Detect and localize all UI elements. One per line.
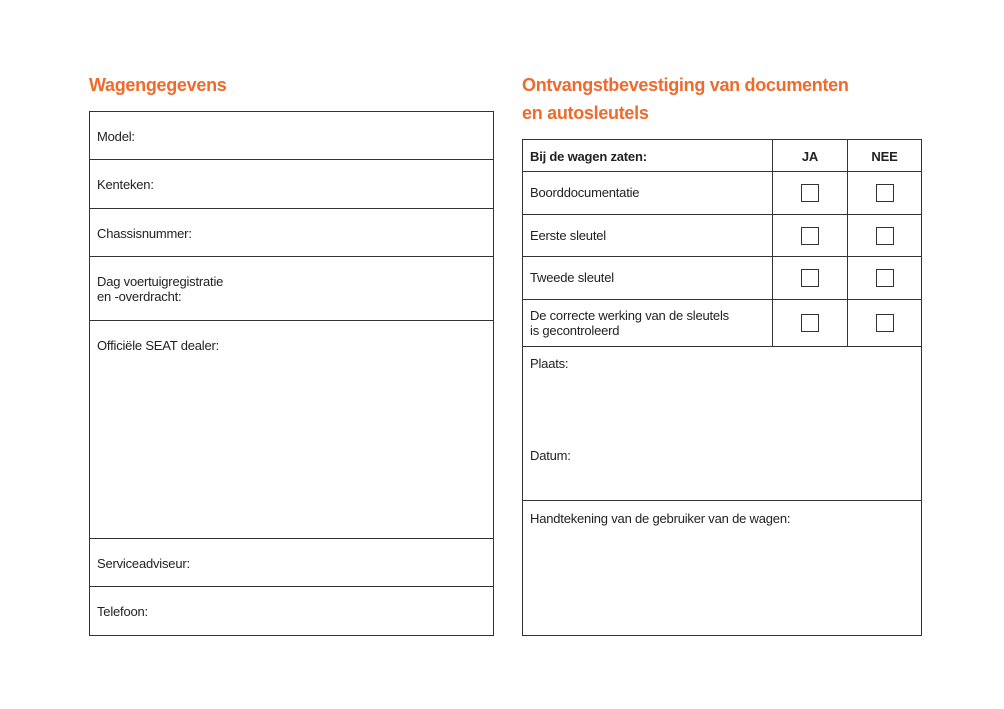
cell-no	[847, 171, 922, 215]
cell-no	[847, 256, 922, 300]
checkbox-yes[interactable]	[801, 226, 819, 245]
checkbox-no[interactable]	[875, 314, 894, 332]
vehicle-field[interactable]: Kenteken:	[89, 159, 494, 209]
checkbox-no[interactable]	[875, 269, 894, 287]
field-label: Dag voertuigregistratie en -overdracht:	[97, 274, 224, 304]
field-label: Kenteken:	[97, 177, 154, 192]
cell-yes	[772, 171, 848, 215]
cell-no	[847, 214, 922, 257]
vehicle-field[interactable]: Officiële SEAT dealer:	[89, 320, 494, 539]
field-label: Model:	[97, 129, 135, 144]
cell-yes	[772, 214, 848, 257]
field-label: Serviceadviseur:	[97, 556, 190, 571]
cell-no	[847, 299, 922, 347]
header-yes: JA	[772, 139, 848, 172]
section-title-receipt: Ontvangstbevestiging van documenten	[522, 75, 849, 95]
checkbox-no[interactable]	[875, 226, 894, 245]
cell-yes	[772, 299, 848, 347]
header-item: Bij de wagen zaten:	[522, 139, 773, 172]
checkbox-yes[interactable]	[801, 184, 819, 202]
section-title-receipt-line2: en autosleutels	[522, 103, 649, 123]
checklist-item: Tweede sleutel	[522, 256, 773, 300]
field-label: Officiële SEAT dealer:	[97, 338, 220, 353]
vehicle-field[interactable]: Dag voertuigregistratie en -overdracht:	[89, 256, 494, 321]
field-label: Telefoon:	[97, 604, 148, 619]
vehicle-field[interactable]: Telefoon:	[89, 586, 494, 636]
signature-label: Handtekening van de gebruiker van de wag…	[530, 511, 791, 526]
checkbox-yes[interactable]	[801, 314, 819, 332]
signature-field[interactable]: Handtekening van de gebruiker van de wag…	[522, 500, 922, 636]
date-label: Datum:	[530, 448, 571, 463]
vehicle-field[interactable]: Serviceadviseur:	[89, 538, 494, 587]
vehicle-field[interactable]: Chassisnummer:	[89, 208, 494, 257]
header-no: NEE	[847, 139, 922, 172]
checkbox-yes[interactable]	[801, 269, 819, 287]
field-label: Chassisnummer:	[97, 226, 192, 241]
checklist-item: Eerste sleutel	[522, 214, 773, 257]
place-label: Plaats:	[530, 356, 569, 371]
checkbox-no[interactable]	[875, 184, 894, 202]
section-title-vehicle: Wagengegevens	[89, 75, 227, 95]
cell-yes	[772, 256, 848, 300]
place-date-field[interactable]: Plaats: Datum:	[522, 346, 922, 501]
checklist-item: De correcte werking van de sleutels is g…	[522, 299, 773, 347]
checklist-item: Boorddocumentatie	[522, 171, 773, 215]
vehicle-field[interactable]: Model:	[89, 111, 494, 160]
